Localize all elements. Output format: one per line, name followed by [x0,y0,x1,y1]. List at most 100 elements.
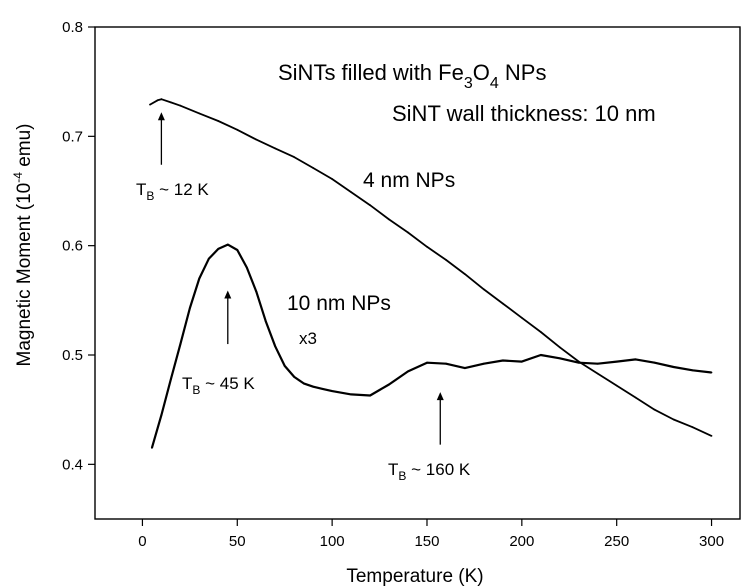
chart-title-line-1: SiNTs filled with Fe3O4 NPs [278,60,546,92]
data-point [160,98,163,101]
x-tick-label: 200 [509,533,534,550]
data-point [577,361,580,364]
plot-area: 0 50 100 150 200 250 300 0.4 0.5 0.6 0.7 0.8 [62,19,741,550]
data-point [407,370,409,373]
data-point [502,302,504,305]
data-point [483,362,485,365]
annotation-tb-45k-label: TB ~ 45 K [182,374,255,397]
data-point [653,361,656,364]
data-point [255,138,258,141]
data-point [445,259,447,261]
data-point [226,243,229,246]
data-point [331,390,333,392]
data-point [691,426,694,429]
data-point [520,360,523,363]
series-scale-note: x3 [299,329,317,348]
annotation-arrow-head [436,392,444,401]
x-tick-label: 50 [229,533,246,550]
annotation-tb-12k: TB ~ 12 K [136,180,209,203]
y-axis-ticks: 0.4 0.5 0.6 0.7 0.8 [62,19,95,473]
data-point [634,358,637,361]
annotation-tb-12k-label: TB ~ 12 K [136,180,209,203]
data-point [264,320,267,322]
data-point [274,147,277,150]
data-point [615,384,618,387]
data-point [691,369,694,372]
x-tick-label: 300 [699,533,724,550]
data-point [464,273,466,275]
data-point [596,372,599,375]
x-axis-label: Temperature (K) [346,566,483,587]
data-point [217,120,220,122]
annotation-tb-160k-label: TB ~ 160 K [388,460,471,483]
data-point [426,245,428,248]
annotation-tb-45k: TB ~ 45 K [182,374,255,397]
arrow-layer [157,112,444,445]
data-point [502,359,504,362]
annotation-arrow-head [157,112,165,121]
data-point [312,385,315,388]
data-point [198,112,201,115]
data-point [520,316,523,319]
data-point [426,361,428,364]
data-point [407,231,409,234]
data-point [445,362,447,365]
data-point [539,331,542,333]
data-point [149,103,151,106]
data-point [179,343,182,345]
x-tick-label: 150 [414,533,439,550]
data-point [558,357,561,360]
data-point [350,191,352,194]
y-axis-label: Magnetic Moment (10-4 emu) [11,124,35,367]
y-tick-label: 0.7 [62,128,83,145]
data-point [156,99,159,102]
data-point [388,218,390,221]
data-point [255,290,258,293]
data-point [483,288,485,291]
annotation-tb-160k: TB ~ 160 K [388,460,471,483]
data-point [274,345,277,348]
data-point [170,378,172,380]
data-point [312,167,315,169]
x-tick-label: 100 [320,533,345,550]
data-point [539,354,542,356]
data-point [236,249,239,251]
data-point [558,346,561,349]
data-point [293,376,296,378]
data-point [217,248,220,250]
y-tick-label: 0.8 [62,19,83,36]
series-layer [149,98,713,449]
series-label-10nm: 10 nm NPs [287,292,391,315]
data-point [302,382,305,385]
y-tick-label: 0.6 [62,238,83,255]
data-point [596,362,599,365]
data-point [350,393,352,396]
data-point [672,418,675,421]
data-point [207,257,210,260]
x-tick-label: 250 [604,533,629,550]
data-point [321,388,324,390]
data-point [236,128,239,131]
data-point [672,366,675,368]
data-point [331,178,333,180]
data-point [189,307,191,309]
data-point [464,367,466,369]
series-line-10nm [150,243,712,449]
x-axis-ticks: 0 50 100 150 200 250 300 [138,519,724,550]
data-point [710,371,713,374]
annotation-arrow-head [224,290,232,299]
y-tick-label: 0.5 [62,347,83,364]
data-point [151,447,153,449]
data-point [245,266,248,269]
data-point [369,204,371,207]
data-point [634,396,637,399]
series-label-4nm: 4 nm NPs [363,169,455,192]
data-point [388,383,390,386]
x-tick-label: 0 [138,533,146,550]
data-point [283,365,286,367]
data-point [710,435,713,437]
data-point [653,408,656,411]
plot-frame [94,26,741,520]
data-point [615,360,618,363]
